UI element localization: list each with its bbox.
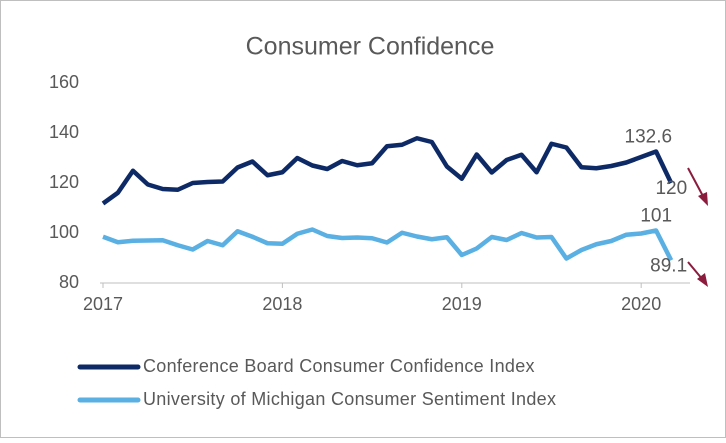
data-label: 132.6 (625, 127, 673, 148)
y-tick-label: 80 (59, 272, 79, 292)
y-tick-label: 140 (49, 122, 79, 142)
arrow-head (697, 273, 708, 287)
legend-label: University of Michigan Consumer Sentimen… (143, 389, 556, 409)
arrows (687, 167, 708, 287)
data-label: 89.1 (650, 255, 687, 276)
chart-title: Consumer Confidence (246, 33, 495, 61)
y-tick-label: 120 (49, 172, 79, 192)
series-line (101, 136, 674, 206)
x-tick-label: 2018 (262, 294, 302, 314)
series-line (102, 227, 674, 262)
arrow (687, 167, 705, 199)
data-label: 101 (640, 206, 672, 227)
y-tick-label: 100 (49, 222, 79, 242)
x-tick-label: 2019 (442, 294, 482, 314)
x-tick-label: 2017 (83, 294, 123, 314)
y-tick-label: 160 (49, 72, 79, 92)
legend-label: Conference Board Consumer Confidence Ind… (143, 356, 535, 376)
data-label: 120 (655, 178, 687, 199)
arrow-head (698, 192, 708, 206)
x-tick-label: 2020 (621, 294, 661, 314)
